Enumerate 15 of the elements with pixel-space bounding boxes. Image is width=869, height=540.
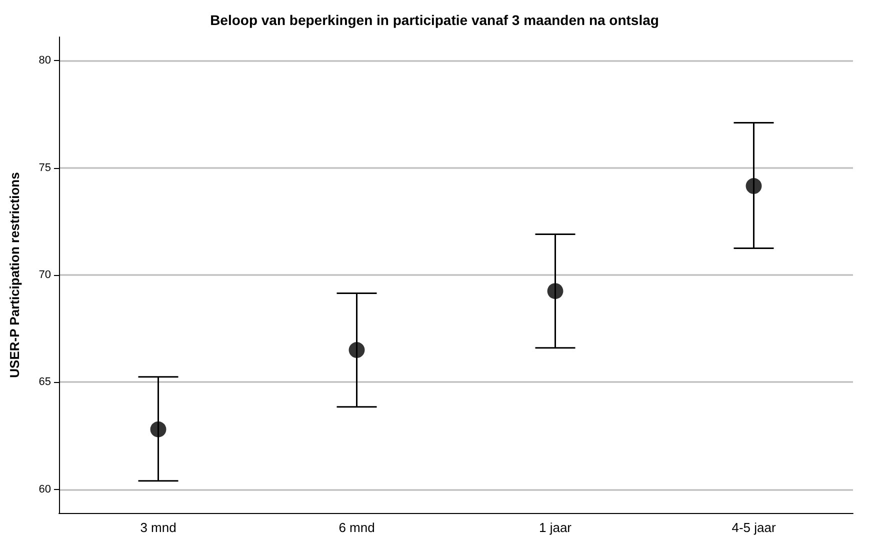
point: [150, 421, 166, 438]
point: [547, 283, 564, 300]
x-tick-label: 6 mnd: [338, 520, 375, 535]
y-tick-label: 70: [38, 269, 51, 281]
chart-title: Beloop van beperkingen in participatie vanaf 3 maanden na ontslag: [210, 12, 659, 28]
y-axis-title: USER-P Participation restrictions: [7, 172, 22, 378]
x-tick-label: 3 mnd: [140, 520, 176, 535]
y-tick-label: 80: [38, 54, 51, 67]
y-tick-label: 75: [38, 162, 51, 174]
y-tick-label: 60: [38, 483, 51, 496]
point: [746, 178, 762, 194]
point: [348, 342, 365, 358]
x-tick-label: 4-5 jaar: [732, 520, 776, 535]
x-tick-label: 1 jaar: [538, 520, 572, 535]
y-tick-label: 65: [38, 376, 51, 388]
